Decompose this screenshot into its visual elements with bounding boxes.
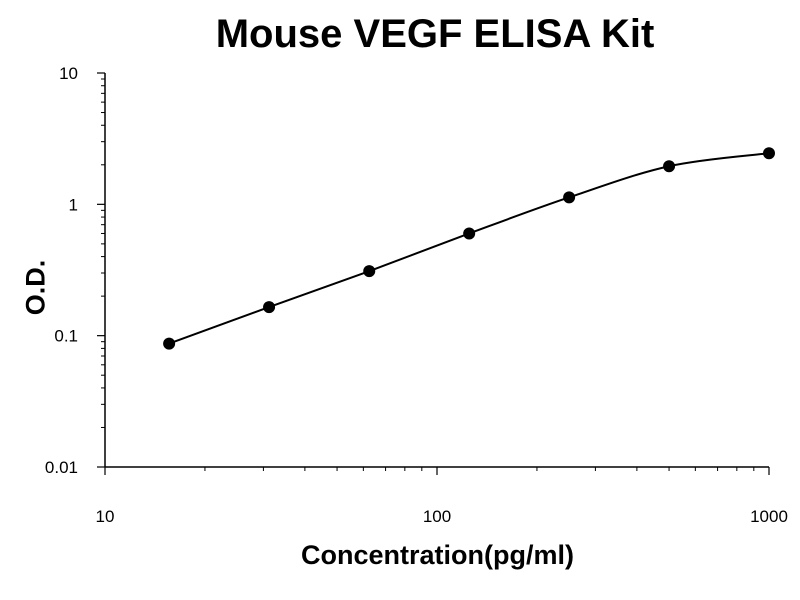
data-points	[163, 147, 775, 350]
chart-title: Mouse VEGF ELISA Kit	[215, 12, 655, 56]
data-point	[263, 301, 276, 314]
x-tick-label: 10	[96, 507, 115, 526]
data-point	[563, 191, 576, 204]
data-point	[763, 147, 775, 160]
y-tick-label: 10	[59, 64, 78, 83]
fit-curve-layer	[168, 152, 770, 345]
data-point	[363, 265, 376, 278]
data-point	[463, 227, 476, 240]
x-tick-label: 100	[423, 507, 451, 526]
y-axis-title: O.D.	[20, 259, 51, 316]
tick-marks	[97, 72, 770, 475]
data-point	[163, 337, 176, 350]
y-tick-label: 0.1	[54, 327, 78, 346]
tick-labels: 0.01 0.1 1 10 10 100 1000	[45, 64, 788, 526]
x-axis-title: Concentration(pg/ml)	[301, 540, 574, 570]
fit-curve	[168, 152, 770, 345]
x-tick-label: 1000	[750, 507, 788, 526]
y-tick-label: 1	[69, 195, 78, 214]
y-tick-label: 0.01	[45, 458, 78, 477]
data-point	[663, 160, 676, 173]
axes	[104, 73, 769, 468]
